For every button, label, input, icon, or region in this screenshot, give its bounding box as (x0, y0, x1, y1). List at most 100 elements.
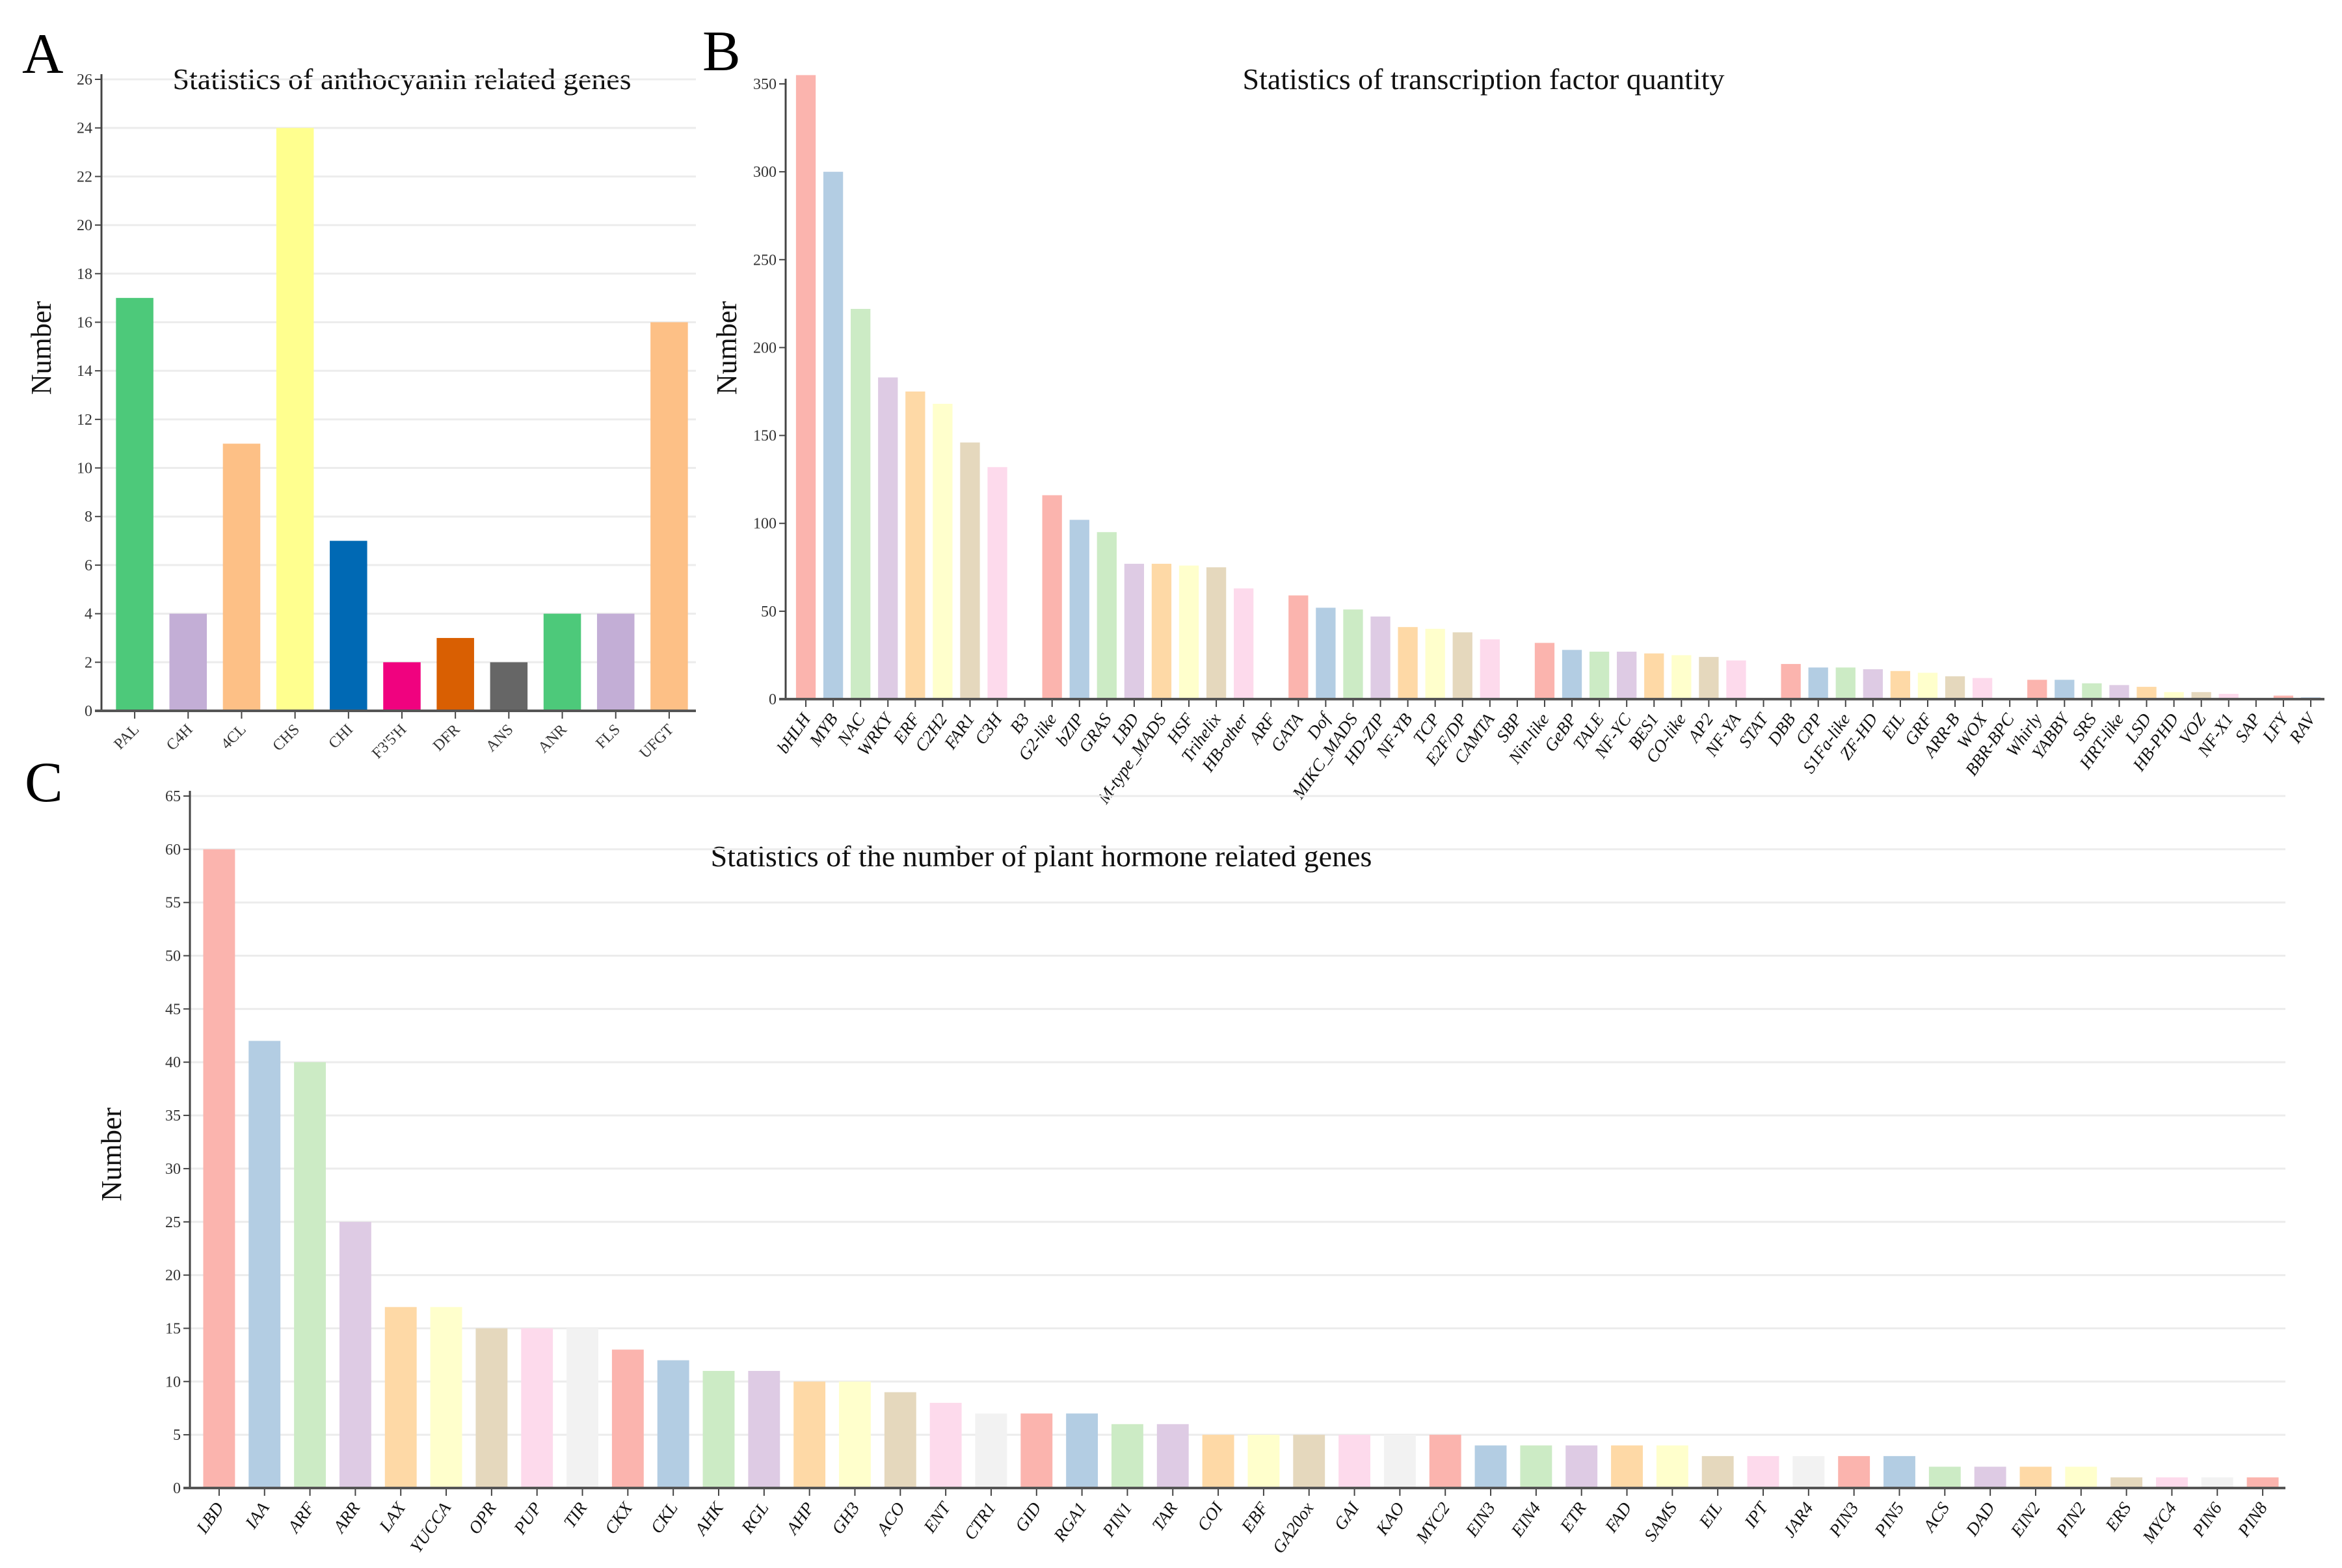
x-tick-label: LAX (375, 1498, 410, 1536)
bar-Trihelix (1206, 567, 1227, 699)
x-tick-label: DBB (1763, 710, 1799, 749)
x-tick-label: PAL (111, 721, 142, 753)
bar-GATA (1288, 595, 1309, 699)
x-tick-label: ENT (919, 1498, 955, 1537)
x-tick-label: LBD (192, 1498, 228, 1537)
bar-CKL (657, 1360, 689, 1488)
y-tick-label: 250 (753, 252, 777, 269)
y-tick-label: 20 (165, 1268, 181, 1284)
bar-AP2 (1699, 657, 1719, 699)
bar-MYB (823, 172, 844, 700)
bar-ANS (490, 662, 528, 711)
y-tick-label: 50 (165, 948, 181, 965)
bar-RGL (748, 1370, 780, 1488)
bar-NF-YC (1617, 652, 1637, 699)
bar-PIN1 (1111, 1424, 1143, 1488)
x-tick-label: CKX (601, 1498, 637, 1537)
bar-Dof (1316, 607, 1336, 699)
x-tick-label: STAT (1735, 709, 1772, 752)
x-tick-label: FAR1 (940, 710, 978, 753)
chart-b-title: Statistics of transcription factor quant… (1243, 62, 1725, 96)
bar-GID (1020, 1413, 1053, 1488)
x-tick-label: F3'5'H (369, 721, 410, 762)
bar-NF-YB (1398, 627, 1418, 699)
bar-ARR-B (1945, 676, 1965, 699)
bar-SBP (1507, 643, 1528, 699)
bar-EIL (1701, 1455, 1734, 1488)
bar-PIN3 (1838, 1455, 1870, 1488)
y-tick-label: 45 (165, 1001, 181, 1018)
bar-Whirly (2027, 680, 2047, 699)
x-tick-label: PIN6 (2188, 1498, 2226, 1541)
x-tick-label: SAMS (1640, 1498, 1681, 1545)
x-tick-label: PIN3 (1825, 1498, 1863, 1541)
x-tick-label: YUCCA (406, 1498, 455, 1556)
bar-SRS (2082, 683, 2102, 699)
bar-ETR (1565, 1445, 1598, 1488)
y-tick-label: 30 (165, 1161, 181, 1178)
bar-FLS (596, 613, 635, 711)
x-tick-label: ACS (1919, 1498, 1954, 1537)
bar-EIN4 (1520, 1445, 1552, 1488)
bar-CO-like (1671, 655, 1692, 699)
bar-GeBP (1562, 650, 1582, 699)
bar-PIN8 (2246, 1477, 2279, 1488)
x-tick-label: PIN1 (1098, 1498, 1136, 1541)
bar-HB-other (1234, 588, 1254, 699)
bar-RGA1 (1066, 1413, 1098, 1488)
x-tick-label: GAI (1330, 1498, 1364, 1534)
bar-S1Fa-like (1835, 667, 1856, 699)
y-tick-label: 24 (77, 120, 92, 137)
x-tick-label: EIN3 (1461, 1498, 1499, 1541)
x-tick-label: FAD (1601, 1498, 1636, 1537)
x-tick-label: GID (1011, 1498, 1045, 1535)
x-tick-label: COI (1193, 1498, 1227, 1535)
x-tick-label: RAV (2285, 708, 2321, 747)
bar-OPR (475, 1328, 508, 1488)
x-tick-label: bHLH (773, 709, 815, 757)
bar-NF-X1 (2218, 693, 2239, 699)
bar-Nin-like (1534, 643, 1555, 699)
x-tick-label: UFGT (636, 721, 677, 762)
x-tick-label: RGL (737, 1498, 772, 1537)
bar-BES1 (1644, 653, 1664, 699)
bar-NF-YA (1726, 660, 1746, 699)
x-tick-label: IPT (1740, 1498, 1773, 1532)
y-tick-label: 350 (753, 76, 777, 93)
bar-ANR (543, 613, 581, 711)
bar-AHK (702, 1370, 735, 1488)
bar-LSD (2136, 687, 2157, 699)
x-tick-label: EIN2 (2006, 1498, 2044, 1541)
x-tick-label: FLS (592, 721, 624, 752)
x-tick-label: TAR (1148, 1498, 1181, 1534)
x-tick-label: MYB (805, 710, 842, 750)
bar-ZF-HD (1863, 669, 1883, 699)
bar-CHI (330, 540, 367, 711)
bar-ARF (294, 1062, 326, 1488)
y-tick-label: 65 (165, 788, 181, 805)
y-tick-label: 0 (85, 703, 92, 720)
y-tick-label: 26 (77, 72, 92, 88)
y-tick-label: 2 (85, 654, 92, 671)
bar-ACO (884, 1392, 916, 1488)
y-tick-label: 14 (77, 363, 92, 380)
x-tick-label: PIN2 (2052, 1498, 2090, 1541)
x-tick-label: 4CL (218, 721, 250, 753)
bar-ENT (929, 1403, 962, 1488)
bar-bHLH (795, 75, 816, 699)
bar-NAC (851, 308, 871, 700)
chart-b: 050100150200250300350bHLHMYBNACWRKYERFC2… (753, 75, 2324, 808)
bar-BBR-BPC (2000, 680, 2020, 699)
bar-C4H (169, 613, 207, 711)
y-tick-label: 200 (753, 339, 777, 356)
bar-GAI (1338, 1435, 1371, 1488)
bar-UFGT (650, 322, 688, 711)
y-tick-label: 5 (173, 1427, 181, 1444)
bar-SAMS (1656, 1445, 1688, 1488)
bar-HSF (1178, 565, 1199, 699)
bar-ACS (1928, 1467, 1961, 1488)
bar-CAMTA (1480, 639, 1500, 699)
x-tick-label: ERS (2101, 1498, 2135, 1535)
